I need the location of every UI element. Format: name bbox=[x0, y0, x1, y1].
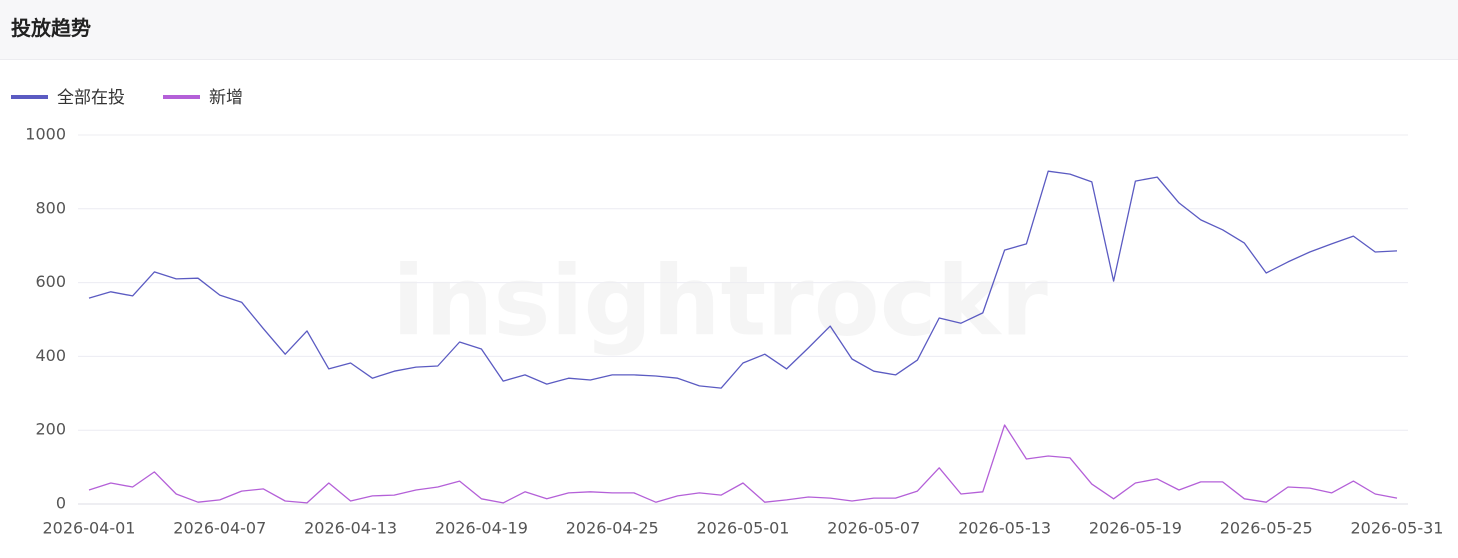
y-tick-label: 800 bbox=[35, 198, 66, 217]
y-tick-label: 1000 bbox=[25, 125, 66, 144]
chart: insightrockr 0 200 400 600 800 1000 2026-04-01… bbox=[11, 88, 1444, 538]
x-tick-label: 2026-04-01 bbox=[43, 519, 136, 538]
legend-label: 新增 bbox=[209, 88, 243, 108]
x-tick-label: 2026-05-01 bbox=[697, 519, 790, 538]
series-line bbox=[88, 424, 1398, 504]
y-tick-label: 0 bbox=[56, 494, 66, 513]
series-line bbox=[88, 170, 1398, 389]
x-tick-label: 2026-05-25 bbox=[1220, 519, 1313, 538]
x-tick-label: 2026-04-25 bbox=[566, 519, 659, 538]
legend-label: 全部在投 bbox=[57, 88, 125, 108]
x-tick-label: 2026-04-07 bbox=[173, 519, 266, 538]
watermark: insightrockr bbox=[392, 245, 1048, 357]
page-title: 投放趋势 bbox=[11, 16, 91, 40]
y-tick-label: 600 bbox=[35, 272, 66, 291]
x-tick-label: 2026-05-19 bbox=[1089, 519, 1182, 538]
x-tick-label: 2026-04-13 bbox=[304, 519, 397, 538]
header: 投放趋势 bbox=[0, 0, 1458, 60]
y-tick-label: 400 bbox=[35, 346, 66, 365]
legend: 全部在投 新增 bbox=[11, 88, 243, 108]
x-tick-label: 2026-05-13 bbox=[958, 519, 1051, 538]
x-tick-label: 2026-05-07 bbox=[827, 519, 920, 538]
y-tick-label: 200 bbox=[35, 420, 66, 439]
x-tick-label: 2026-04-19 bbox=[435, 519, 528, 538]
x-tick-label: 2026-05-31 bbox=[1351, 519, 1444, 538]
